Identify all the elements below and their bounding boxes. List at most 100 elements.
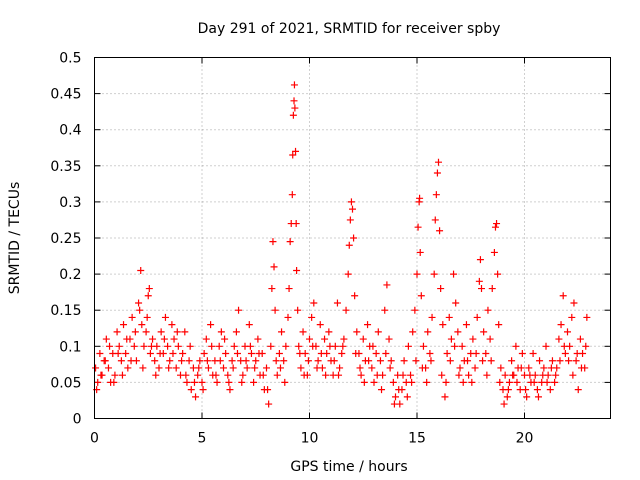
data-point — [556, 357, 564, 365]
data-point — [359, 335, 367, 343]
data-point — [123, 335, 131, 343]
data-point — [138, 321, 146, 329]
data-point — [284, 313, 292, 321]
data-point — [370, 378, 378, 386]
data-point — [208, 342, 216, 350]
data-point — [572, 357, 580, 365]
data-point — [522, 386, 530, 394]
data-point — [292, 220, 300, 228]
data-point — [529, 350, 537, 358]
data-point — [439, 321, 447, 329]
data-point — [509, 371, 517, 379]
data-point — [243, 364, 251, 372]
data-point — [374, 328, 382, 336]
data-point — [264, 386, 272, 394]
data-point — [225, 378, 233, 386]
data-point — [540, 364, 548, 372]
data-point — [564, 328, 571, 336]
data-point — [196, 357, 204, 365]
data-point — [198, 378, 206, 386]
data-point — [416, 194, 424, 202]
grid-lines — [94, 57, 611, 419]
data-point — [137, 266, 145, 274]
data-point — [282, 342, 290, 350]
data-point — [232, 328, 240, 336]
data-point — [178, 357, 186, 365]
data-point — [142, 328, 150, 336]
data-point — [476, 256, 484, 264]
data-point — [414, 223, 422, 231]
data-point — [104, 364, 112, 372]
data-point — [387, 357, 395, 365]
data-point — [552, 371, 560, 379]
data-point — [493, 220, 501, 228]
data-point — [276, 364, 284, 372]
data-point — [568, 313, 576, 321]
data-point — [417, 292, 425, 300]
data-point — [462, 321, 470, 329]
data-point — [174, 342, 182, 350]
data-point — [504, 386, 512, 394]
data-point — [168, 321, 176, 329]
data-point — [427, 357, 435, 365]
data-point — [441, 393, 449, 401]
data-point — [235, 306, 243, 314]
data-point — [360, 378, 368, 386]
data-point — [321, 335, 329, 343]
data-point — [480, 328, 488, 336]
y-tick-label: 0.5 — [59, 51, 81, 67]
data-point — [357, 371, 365, 379]
x-tick-label: 5 — [198, 431, 207, 447]
data-point — [183, 378, 191, 386]
data-point — [190, 378, 198, 386]
data-point — [500, 400, 508, 408]
data-point — [501, 371, 509, 379]
data-point — [215, 342, 223, 350]
data-point — [293, 266, 301, 274]
data-point — [143, 313, 151, 321]
data-point — [574, 386, 582, 394]
data-point — [221, 335, 229, 343]
data-point — [526, 371, 534, 379]
data-point — [269, 238, 277, 246]
data-point — [378, 386, 386, 394]
data-point — [310, 299, 318, 307]
data-point — [411, 306, 419, 314]
data-point — [583, 313, 591, 321]
data-point — [433, 169, 441, 177]
data-point — [536, 357, 544, 365]
data-point — [161, 313, 169, 321]
data-point — [496, 378, 504, 386]
data-point — [494, 270, 502, 278]
data-point — [173, 328, 181, 336]
data-point — [548, 357, 556, 365]
data-point — [465, 371, 473, 379]
data-point — [376, 357, 384, 365]
data-point — [281, 378, 289, 386]
y-tick-label: 0.05 — [50, 375, 81, 391]
data-point — [185, 357, 193, 365]
data-point — [424, 328, 432, 336]
data-point — [345, 241, 353, 249]
data-point — [265, 400, 273, 408]
data-point — [226, 386, 234, 394]
data-point — [389, 378, 397, 386]
data-point — [224, 371, 232, 379]
data-point — [435, 158, 442, 166]
data-point — [157, 328, 165, 336]
data-point — [576, 335, 584, 343]
data-point — [491, 223, 499, 231]
data-point — [317, 350, 325, 358]
data-point — [486, 335, 494, 343]
data-point — [560, 342, 568, 350]
data-point — [92, 364, 100, 372]
x-axis-label: GPS time / hours — [290, 459, 407, 475]
data-point — [383, 281, 391, 289]
data-point — [543, 378, 551, 386]
data-point — [322, 371, 330, 379]
y-tick-label: 0.3 — [59, 195, 81, 211]
data-point — [479, 357, 487, 365]
data-point — [436, 227, 444, 235]
data-point — [128, 313, 136, 321]
data-point — [222, 350, 230, 358]
